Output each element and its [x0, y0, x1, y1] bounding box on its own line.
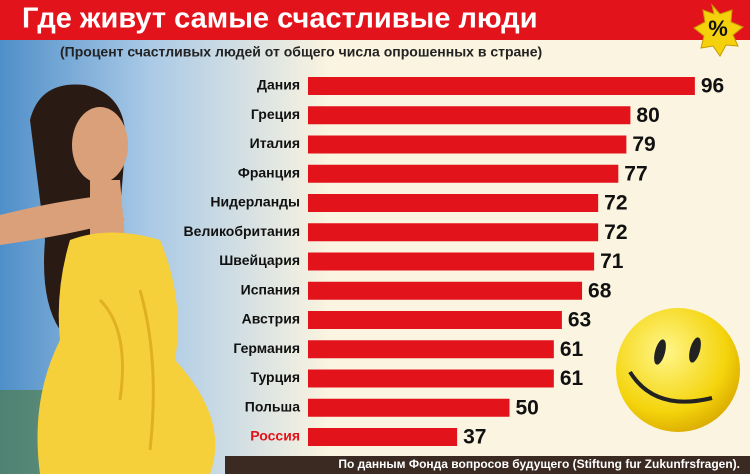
bar — [308, 369, 554, 388]
chart-title: Где живут самые счастливые люди — [22, 3, 538, 35]
bar — [308, 164, 619, 183]
bar — [308, 194, 599, 212]
category-label: Германия — [233, 340, 300, 356]
value-label: 72 — [604, 192, 627, 215]
source: По данным Фонда вопросов будущего (Stift… — [338, 457, 740, 471]
bar — [308, 77, 695, 95]
category-label: Нидерланды — [210, 194, 300, 210]
category-label: Дания — [257, 77, 300, 93]
bar — [308, 223, 599, 242]
category-label: Россия — [250, 428, 300, 444]
category-label: Италия — [250, 135, 300, 151]
bar — [308, 106, 631, 125]
value-label: 79 — [632, 133, 655, 156]
bar — [308, 398, 510, 417]
value-label: 61 — [560, 338, 584, 361]
value-label: 77 — [624, 162, 647, 185]
category-label: Польша — [245, 398, 300, 414]
bar — [308, 428, 458, 446]
chart-subtitle: (Процент счастливых людей от общего числ… — [60, 44, 542, 60]
value-label: 37 — [463, 426, 486, 449]
category-label: Испания — [241, 281, 300, 297]
bar — [308, 135, 627, 154]
category-label: Турция — [250, 369, 300, 385]
bar — [308, 252, 595, 271]
value-label: 72 — [604, 221, 627, 244]
category-label: Швейцария — [219, 252, 300, 268]
value-label: 71 — [600, 250, 624, 273]
badge-star — [693, 3, 744, 57]
source-band — [225, 456, 750, 474]
photo-woman — [0, 84, 216, 474]
value-label: 61 — [560, 367, 584, 390]
bar — [308, 281, 583, 300]
title-band — [0, 0, 750, 40]
value-label: 68 — [588, 279, 612, 302]
value-label: 80 — [636, 104, 659, 127]
category-label: Великобритания — [184, 223, 300, 239]
bar — [308, 311, 562, 329]
value-label: 50 — [516, 396, 539, 419]
smiley — [616, 308, 740, 432]
value-label: 96 — [701, 75, 724, 98]
category-label: Австрия — [242, 311, 300, 327]
value-label: 63 — [568, 309, 591, 332]
bar — [308, 340, 554, 359]
badge: % — [708, 16, 728, 41]
category-label: Франция — [238, 164, 300, 180]
category-label: Греция — [251, 106, 300, 122]
